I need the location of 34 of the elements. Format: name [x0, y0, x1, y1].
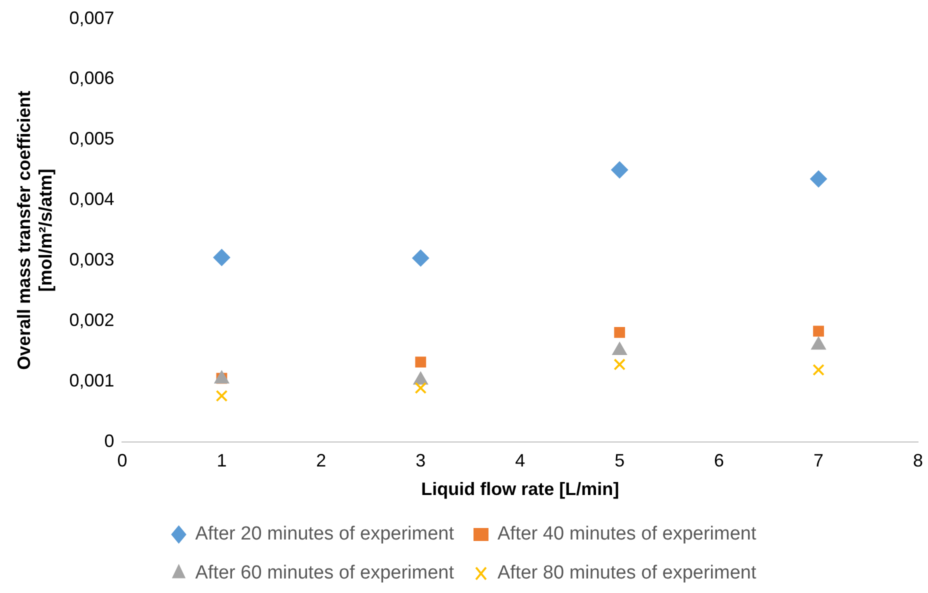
point	[611, 161, 628, 178]
x-axis-title: Liquid flow rate [L/min]	[421, 479, 620, 500]
point	[216, 390, 228, 402]
point	[614, 326, 626, 338]
point	[415, 356, 426, 368]
point	[812, 364, 824, 376]
legend-label: After 80 minutes of experiment	[498, 562, 757, 584]
y-tick-label: 0,003	[69, 249, 114, 270]
x-tick-label: 8	[912, 450, 924, 471]
legend-label: After 20 minutes of experiment	[195, 524, 455, 545]
x-tick-label: 2	[316, 450, 326, 471]
x-tick-label: 1	[216, 450, 227, 471]
x-tick-label: 7	[814, 450, 824, 471]
point	[213, 248, 230, 266]
point	[414, 382, 427, 394]
point	[810, 170, 828, 188]
y-axis-title: Overall mass transfer coefficient [mol/m²/s/atm]	[14, 90, 56, 370]
x-tick-label: 0	[117, 450, 128, 471]
y-tick-label: 0,004	[69, 189, 114, 210]
x-tick-label: 5	[614, 450, 625, 471]
y-tick-label: 0,006	[69, 68, 114, 88]
y-tick-label: 0	[104, 430, 114, 451]
point	[813, 326, 824, 337]
y-tick-label: 0,007	[69, 8, 114, 28]
y-tick-label: 0,001	[69, 370, 114, 390]
legend-label: After 40 minutes of experiment	[498, 524, 757, 545]
x-tick-label: 3	[416, 450, 426, 471]
y-tick-label: 0,002	[69, 310, 114, 330]
point	[412, 250, 430, 267]
point	[614, 358, 626, 370]
x-tick-label: 6	[714, 450, 724, 471]
x-tick-label: 4	[515, 450, 526, 471]
legend-label: After 60 minutes of experiment	[195, 562, 455, 584]
y-tick-label: 0,005	[69, 128, 114, 149]
